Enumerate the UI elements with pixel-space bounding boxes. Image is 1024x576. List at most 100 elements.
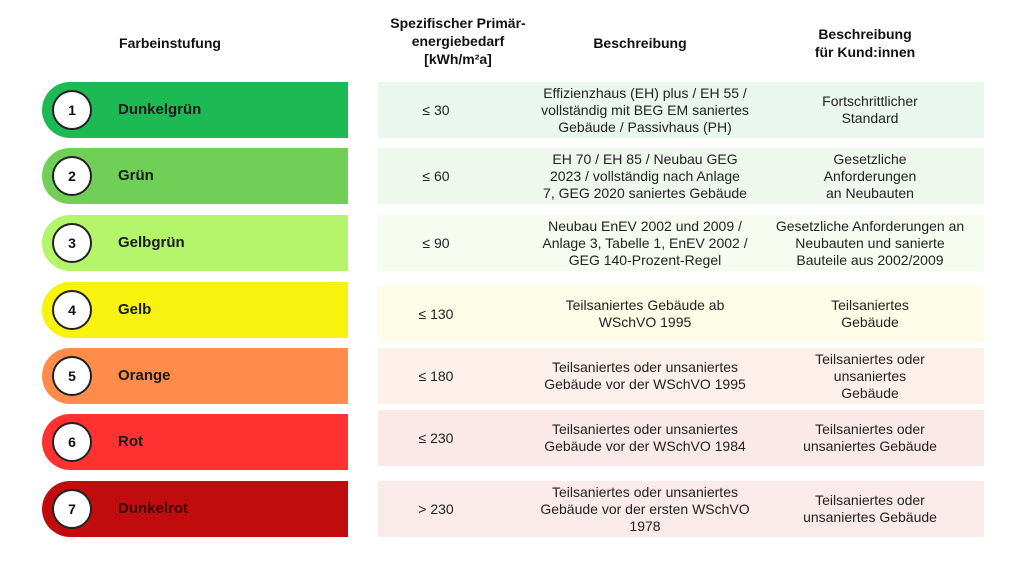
customer-description-cell-line: unsaniertes [833,367,907,384]
class-number-badge: 6 [52,422,92,462]
description-cell-line: GEG 140-Prozent-Regel [568,251,722,268]
energy-value-line: ≤ 90 [422,234,450,251]
energy-value-line: ≤ 180 [418,367,454,384]
energy-value: ≤ 230 [378,410,494,466]
customer-description-cell-line: Gesetzliche Anforderungen an [775,217,965,234]
customer-description-cell: Fortschrittlicher Standard [756,82,984,138]
row-background [378,82,984,138]
customer-description-cell: Gesetzliche Anforderungen an Neubauten un… [756,215,984,271]
row-background [378,481,984,537]
energy-value-line: ≤ 30 [422,101,450,118]
description-cell-line: 1978 [629,517,661,534]
description-cell: EH 70 / EH 85 / Neubau GEG 2023 / vollstä… [520,148,770,204]
description-cell-line: Neubau EnEV 2002 und 2009 / [548,217,742,234]
header-customer-description: Beschreibung für Kund:innen [770,25,960,61]
energy-value-line: > 230 [418,500,454,517]
customer-description-cell-line: Teilsaniertes oder [815,492,925,508]
row-background [378,348,984,404]
header-customer-line2: für Kund:innen [814,44,916,60]
description-cell-line: 7, GEG 2020 saniertes Gebäude [543,184,747,201]
description-cell-line: Gebäude / Passivhaus (PH) [558,118,732,135]
description-cell: Neubau EnEV 2002 und 2009 /Anlage 3, Tab… [520,215,770,271]
customer-description-cell-line: Teilsaniertes [831,297,909,313]
customer-description-cell: Teilsaniertes Gebäude [756,286,984,342]
header-energy-line3: [kWh/m²a] [424,51,492,67]
customer-description-cell: Teilsaniertes oder unsaniertes Gebäude [756,410,984,466]
class-label: Gelbgrün [118,234,185,251]
description-cell-line: Gebäude vor der ersten WSchVO [540,500,750,517]
class-label: Orange [118,367,171,384]
header-energy-line1: Spezifischer Primär- [390,15,526,31]
row-background [378,148,984,204]
customer-description-cell-line: Anforderungen [823,167,917,184]
energy-value: ≤ 30 [378,82,494,138]
description-cell-line: vollständig mit BEG EM saniertes [541,101,749,118]
customer-description-cell-line: Gebäude [841,314,899,330]
customer-description-cell-line: Teilsaniertes oder [815,350,925,367]
description-cell: Teilsaniertes Gebäude ab WSchVO 1995 [520,286,770,342]
customer-description-cell-line: unsaniertes Gebäude [803,509,937,525]
color-band-3: 3 Gelbgrün [42,215,348,271]
class-number-badge: 4 [52,290,92,330]
header-energy-line2: energiebedarf [411,33,505,49]
description-cell: Teilsaniertes oder unsaniertes Gebäude vo… [520,481,770,537]
customer-description-cell-line: Standard [841,110,899,126]
description-cell-line: Teilsaniertes oder unsaniertes [552,421,738,437]
description-cell-line: Teilsaniertes Gebäude ab [565,297,725,313]
energy-value: ≤ 60 [378,148,494,204]
class-number-badge: 3 [52,223,92,263]
class-number-badge: 5 [52,356,92,396]
description-cell-line: Teilsaniertes oder unsaniertes [551,483,738,500]
class-label: Gelb [118,301,152,318]
color-band-6: 6 Rot [42,414,348,470]
description-cell-line: Effizienzhaus (EH) plus / EH 55 / [543,84,747,101]
customer-description-cell-line: an Neubauten [826,184,914,201]
class-label: Rot [118,433,143,450]
class-number-badge: 1 [52,90,92,130]
row-background [378,286,984,342]
customer-description-cell: Teilsaniertes oder unsaniertes Gebäude [756,481,984,537]
customer-description-cell: Gesetzliche Anforderungen an Neubauten [756,148,984,204]
class-label: Dunkelrot [118,500,189,517]
description-cell-line: EH 70 / EH 85 / Neubau GEG [552,150,738,167]
description-cell: Teilsaniertes oder unsaniertes Gebäude vo… [520,410,770,466]
customer-description-cell-line: Fortschrittlicher [822,93,918,109]
description-cell-line: WSchVO 1995 [598,314,692,330]
class-number-badge: 2 [52,156,92,196]
color-band-2: 2 Grün [42,148,348,204]
color-band-5: 5 Orange [42,348,348,404]
customer-description-cell: Teilsaniertes oder unsaniertes Gebäude [756,348,984,404]
row-background [378,410,984,466]
customer-description-cell-line: Teilsaniertes oder [815,421,925,437]
energy-value: > 230 [378,481,494,537]
color-band-7: 7 Dunkelrot [42,481,348,537]
description-cell: Effizienzhaus (EH) plus / EH 55 /vollstä… [520,82,770,138]
energy-value: ≤ 130 [378,286,494,342]
class-label: Grün [118,167,154,184]
energy-value-line: ≤ 130 [418,305,454,322]
energy-value: ≤ 90 [378,215,494,271]
header-color-class: Farbeinstufung [119,35,221,51]
row-background [378,215,984,271]
color-band-1: 1 Dunkelgrün [42,82,348,138]
header-customer-line1: Beschreibung [818,26,912,42]
customer-description-cell-line: Bauteile aus 2002/2009 [796,251,944,268]
color-band-4: 4 Gelb [42,282,348,338]
customer-description-cell-line: Gebäude [841,384,899,401]
header-description: Beschreibung [593,35,687,51]
description-cell-line: Gebäude vor der WSchVO 1995 [544,376,746,392]
description-cell: Teilsaniertes oder unsaniertes Gebäude vo… [520,348,770,404]
customer-description-cell-line: unsaniertes Gebäude [803,438,937,454]
class-label: Dunkelgrün [118,101,202,118]
energy-value: ≤ 180 [378,348,494,404]
class-number-badge: 7 [52,489,92,529]
description-cell-line: Gebäude vor der WSchVO 1984 [544,438,746,454]
description-cell-line: 2023 / vollständig nach Anlage [550,167,740,184]
customer-description-cell-line: Gesetzliche [833,150,907,167]
energy-value-line: ≤ 60 [422,167,450,184]
description-cell-line: Teilsaniertes oder unsaniertes [552,359,738,375]
description-cell-line: Anlage 3, Tabelle 1, EnEV 2002 / [542,234,748,251]
energy-value-line: ≤ 230 [418,429,454,446]
customer-description-cell-line: Neubauten und sanierte [795,234,945,251]
header-energy-demand: Spezifischer Primär- energiebedarf [kWh/… [368,14,548,68]
